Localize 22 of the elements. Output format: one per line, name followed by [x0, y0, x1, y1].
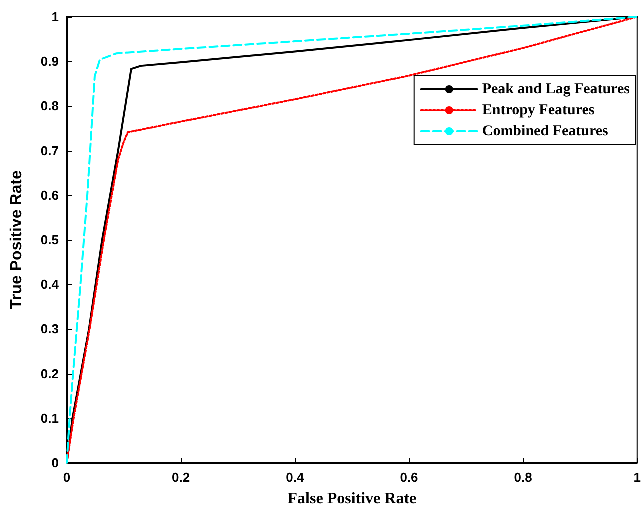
- y-tick-label: 0.4: [40, 277, 60, 292]
- x-tick-label: 0.6: [400, 470, 418, 485]
- y-tick-label: 0.8: [40, 98, 59, 114]
- x-tick-label: 0: [63, 470, 71, 485]
- y-tick-label: 0: [52, 456, 59, 470]
- y-tick-label: 0.9: [40, 54, 59, 70]
- x-axis-title: False Positive Rate: [288, 490, 417, 508]
- x-tick-label: 0.2: [172, 470, 190, 485]
- x-tick-label: 0.8: [514, 470, 532, 485]
- y-tick-label: 0.5: [40, 232, 59, 248]
- y-tick-label: 0.7: [40, 143, 59, 158]
- y-tick-label: 0.2: [40, 366, 59, 382]
- legend-label: Combined Features: [482, 124, 608, 140]
- legend-label: Entropy Features: [482, 102, 595, 118]
- x-tick-label: 0.4: [286, 470, 305, 485]
- y-axis-title: True Positive Rate: [8, 170, 26, 310]
- y-tick-label: 0.3: [40, 322, 59, 337]
- y-tick-label: 0.6: [40, 188, 59, 203]
- y-tick-label: 1: [52, 10, 59, 24]
- x-tick-label: 1: [634, 470, 641, 485]
- y-tick-label: 0.1: [40, 410, 59, 426]
- legend-label: Peak and Lag Features: [482, 82, 630, 98]
